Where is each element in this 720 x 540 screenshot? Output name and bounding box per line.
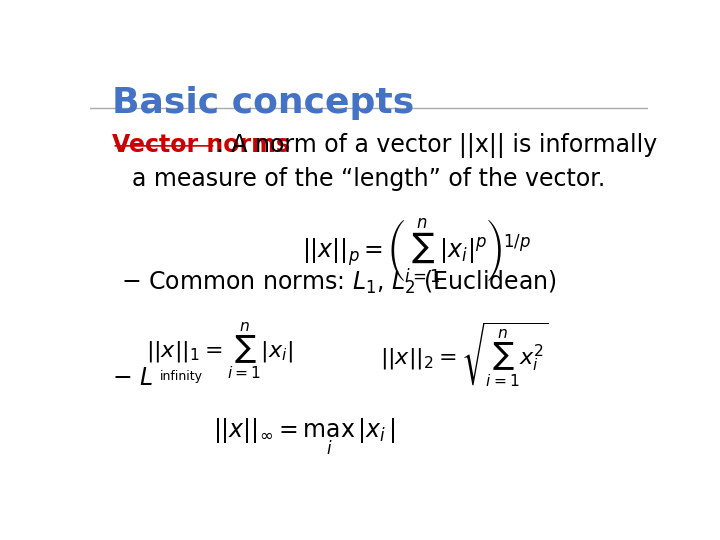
- Text: Vector norms: Vector norms: [112, 133, 290, 157]
- Text: a measure of the “length” of the vector.: a measure of the “length” of the vector.: [132, 167, 605, 191]
- Text: $||x||_\infty = \max_i \, |x_i|$: $||x||_\infty = \max_i \, |x_i|$: [213, 416, 396, 457]
- Text: $||x||_2 = \sqrt{\sum_{i=1}^{n} x_i^2}$: $||x||_2 = \sqrt{\sum_{i=1}^{n} x_i^2}$: [380, 321, 549, 389]
- Text: $||x||_1 = \sum_{i=1}^{n} |x_i|$: $||x||_1 = \sum_{i=1}^{n} |x_i|$: [145, 321, 293, 382]
- Text: $-$ Common norms: $L_1$, $L_2$ (Euclidean): $-$ Common norms: $L_1$, $L_2$ (Euclidea…: [121, 268, 557, 296]
- Text: infinity: infinity: [160, 370, 203, 383]
- Text: Basic concepts: Basic concepts: [112, 85, 415, 119]
- Text: : A norm of a vector ||x|| is informally: : A norm of a vector ||x|| is informally: [215, 133, 657, 158]
- Text: $-$ $L$: $-$ $L$: [112, 366, 153, 390]
- Text: $||x||_p = \left(\sum_{i=1}^{n} |x_i|^p\right)^{1/p}$: $||x||_p = \left(\sum_{i=1}^{n} |x_i|^p\…: [302, 217, 531, 285]
